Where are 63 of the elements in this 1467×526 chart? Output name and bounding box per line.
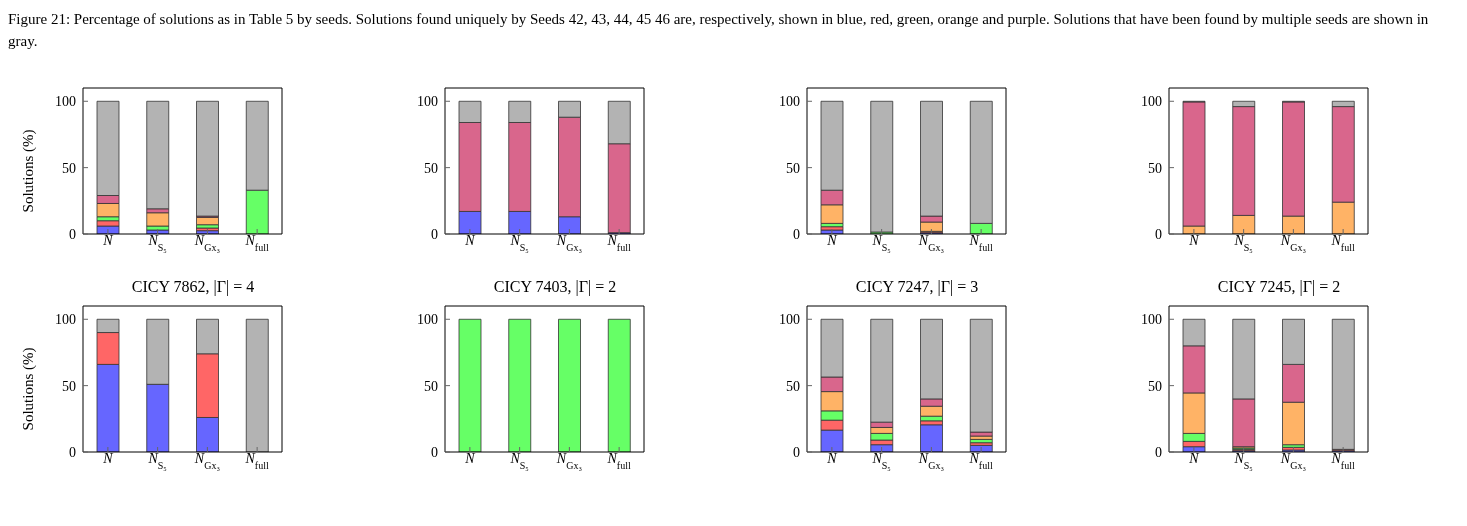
x-tick-label: N$_{S₅}$ <box>509 451 529 471</box>
x-tick-label: N$_{Gx₃}$ <box>555 451 582 471</box>
x-tick-label: N$_{full}$ <box>1330 451 1355 471</box>
y-tick-label: 100 <box>779 312 800 328</box>
x-tick-label: N <box>102 233 114 248</box>
y-tick-label: 100 <box>779 94 800 110</box>
chart-title: CICY 7247, |Γ| = 3 <box>855 278 979 295</box>
y-tick-label: 100 <box>55 94 76 110</box>
x-tick-label: N$_{full}$ <box>244 233 269 253</box>
y-tick-label: 100 <box>55 312 76 328</box>
x-tick-label: N$_{Gx₃}$ <box>917 233 944 253</box>
x-tick-label: N$_{full}$ <box>968 233 993 253</box>
x-tick-label: N <box>1188 451 1200 466</box>
y-tick-label: 50 <box>786 160 800 176</box>
x-tick-label: N$_{S₅}$ <box>147 451 167 471</box>
chart-title: CICY 7403, |Γ| = 2 <box>493 278 617 295</box>
y-tick-label: 100 <box>1141 312 1162 328</box>
y-tick-label: 50 <box>424 160 438 176</box>
x-tick-label: N$_{full}$ <box>1330 233 1355 253</box>
y-tick-label: 0 <box>69 444 76 460</box>
x-tick-label: N$_{S₅}$ <box>871 233 891 253</box>
y-axis-title: Solutions (%) <box>19 129 37 213</box>
x-tick-label: N$_{full}$ <box>606 451 631 471</box>
y-tick-label: 0 <box>1155 226 1162 242</box>
y-tick-label: 0 <box>793 444 800 460</box>
y-tick-label: 50 <box>786 378 800 394</box>
x-tick-label: N$_{S₅}$ <box>871 451 891 471</box>
y-tick-label: 0 <box>1155 444 1162 460</box>
y-tick-label: 0 <box>793 226 800 242</box>
y-tick-label: 50 <box>1148 378 1162 394</box>
x-tick-label: N$_{S₅}$ <box>1233 451 1253 471</box>
x-tick-label: N$_{full}$ <box>244 451 269 471</box>
x-tick-label: N$_{S₅}$ <box>147 233 167 253</box>
x-tick-label: N$_{Gx₃}$ <box>1279 233 1306 253</box>
y-tick-label: 50 <box>62 160 76 176</box>
x-tick-label: N$_{Gx₃}$ <box>917 451 944 471</box>
chart-title: CICY 7245, |Γ| = 2 <box>1217 278 1341 295</box>
x-tick-label: N$_{Gx₃}$ <box>1279 451 1306 471</box>
x-tick-label: N <box>1188 233 1200 248</box>
x-tick-label: N$_{S₅}$ <box>509 233 529 253</box>
y-tick-label: 50 <box>62 378 76 394</box>
x-tick-label: N <box>826 233 838 248</box>
y-axis-title: Solutions (%) <box>19 347 37 431</box>
y-tick-label: 0 <box>431 444 438 460</box>
x-tick-label: N$_{full}$ <box>968 451 993 471</box>
caption: Figure 21: Percentage of solutions as in Table 5 by seeds. Solutions found uniquely by Seeds 42, 43, 44, 45 46 are, respectively, shown in blue, red, green, orange and purple. Solutions that have been found by multiple seeds are shown in gray. <box>8 10 1430 51</box>
chart-title: CICY 7862, |Γ| = 4 <box>131 278 255 295</box>
y-tick-label: 100 <box>1141 94 1162 110</box>
y-tick-label: 0 <box>69 226 76 242</box>
y-tick-label: 100 <box>417 312 438 328</box>
x-tick-label: N$_{S₅}$ <box>1233 233 1253 253</box>
y-tick-label: 100 <box>417 94 438 110</box>
y-tick-label: 50 <box>1148 160 1162 176</box>
x-tick-label: N <box>102 451 114 466</box>
x-tick-label: N <box>464 451 476 466</box>
x-tick-label: N <box>464 233 476 248</box>
x-tick-label: N$_{Gx₃}$ <box>555 233 582 253</box>
x-tick-label: N$_{Gx₃}$ <box>193 451 220 471</box>
x-tick-label: N$_{full}$ <box>606 233 631 253</box>
x-tick-label: N <box>826 451 838 466</box>
y-tick-label: 50 <box>424 378 438 394</box>
y-tick-label: 0 <box>431 226 438 242</box>
x-tick-label: N$_{Gx₃}$ <box>193 233 220 253</box>
